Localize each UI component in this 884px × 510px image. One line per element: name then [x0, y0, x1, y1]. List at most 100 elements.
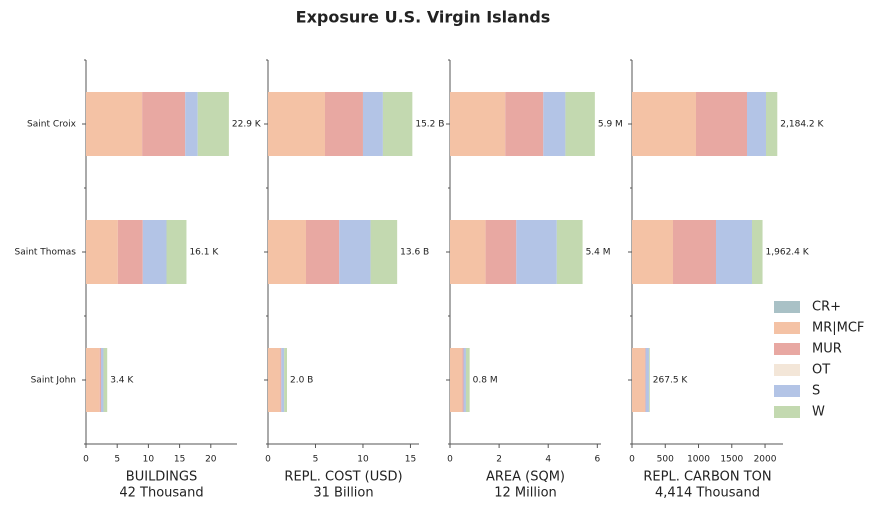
- bar-segment: [166, 220, 187, 284]
- value-label: 0.8 M: [473, 376, 498, 386]
- x-axis-total: 12 Million: [494, 486, 557, 501]
- bar-segment: [462, 348, 464, 412]
- bar-segment: [752, 220, 763, 284]
- x-tick-label: 20: [205, 455, 217, 465]
- x-tick-label: 10: [143, 455, 155, 465]
- bar-segment: [716, 220, 753, 284]
- value-label: 2.0 B: [290, 376, 313, 386]
- bar-segment: [485, 220, 517, 284]
- x-tick-label: 4: [545, 455, 551, 465]
- legend-swatch: [774, 406, 800, 418]
- x-tick-label: 2: [496, 455, 502, 465]
- bar-segment: [645, 348, 649, 412]
- bar-segment: [100, 348, 104, 412]
- bar-segment: [672, 220, 717, 284]
- bar-segment: [450, 92, 506, 156]
- bar-segment: [268, 92, 325, 156]
- bar-segment: [632, 92, 696, 156]
- bar-segment: [142, 220, 167, 284]
- bar-segment: [463, 348, 466, 412]
- bar-segment: [117, 220, 143, 284]
- x-tick-label: 0: [629, 455, 635, 465]
- bar-segment: [648, 348, 650, 412]
- x-tick-label: 0: [83, 455, 89, 465]
- bar-segment: [765, 92, 778, 156]
- value-label: 5.9 M: [598, 120, 623, 130]
- bar-segment: [86, 92, 143, 156]
- legend-label: CR+: [812, 300, 841, 315]
- x-axis-total: 42 Thousand: [119, 486, 203, 501]
- bar-segment: [324, 92, 363, 156]
- x-tick-label: 10: [357, 455, 369, 465]
- x-tick-label: 15: [174, 455, 185, 465]
- legend-label: MR|MCF: [812, 321, 864, 336]
- value-label: 2,184.2 K: [780, 120, 824, 130]
- x-axis-label: AREA (SQM): [486, 470, 565, 485]
- bar-segment: [280, 348, 282, 412]
- bar-segment: [632, 348, 645, 412]
- bar-segment: [197, 92, 229, 156]
- legend-swatch: [774, 343, 800, 355]
- bar-segment: [86, 348, 100, 412]
- bar-segment: [86, 220, 118, 284]
- x-axis-total: 4,414 Thousand: [655, 486, 760, 501]
- bar-segment: [268, 220, 306, 284]
- legend-swatch: [774, 385, 800, 397]
- chart-title: Exposure U.S. Virgin Islands: [296, 8, 551, 27]
- y-tick-label: Saint Croix: [27, 120, 77, 130]
- bar-segment: [362, 92, 383, 156]
- y-tick-label: Saint John: [31, 376, 76, 386]
- x-axis-label: REPL. COST (USD): [284, 470, 402, 485]
- bar-segment: [543, 92, 566, 156]
- bar-segment: [565, 92, 595, 156]
- bar-segment: [450, 220, 486, 284]
- bar-segment: [99, 348, 101, 412]
- x-tick-label: 5: [114, 455, 120, 465]
- x-axis-label: REPL. CARBON TON: [643, 470, 771, 485]
- value-label: 3.4 K: [110, 376, 134, 386]
- bar-segment: [268, 348, 281, 412]
- value-label: 15.2 B: [415, 120, 444, 130]
- bar-segment: [516, 220, 557, 284]
- bar-segment: [339, 220, 371, 284]
- x-axis-total: 31 Billion: [313, 486, 373, 501]
- bar-segment: [747, 92, 766, 156]
- x-tick-label: 0: [447, 455, 453, 465]
- value-label: 1,962.4 K: [766, 248, 810, 258]
- y-tick-label: Saint Thomas: [14, 248, 76, 258]
- x-axis-label: BUILDINGS: [126, 470, 197, 485]
- bar-segment: [556, 220, 583, 284]
- value-label: 267.5 K: [653, 376, 689, 386]
- bar-segment: [281, 348, 285, 412]
- bar-segment: [695, 92, 748, 156]
- bar-segment: [284, 348, 287, 412]
- bar-segment: [632, 220, 673, 284]
- bar-segment: [370, 220, 398, 284]
- bar-segment: [305, 220, 340, 284]
- x-tick-label: 5: [313, 455, 319, 465]
- legend-swatch: [774, 301, 800, 313]
- value-label: 5.4 M: [586, 248, 611, 258]
- x-tick-label: 1500: [720, 455, 743, 465]
- legend-label: MUR: [812, 342, 842, 357]
- bar-segment: [450, 348, 463, 412]
- x-tick-label: 15: [405, 455, 416, 465]
- legend-label: S: [812, 384, 820, 399]
- value-label: 13.6 B: [400, 248, 429, 258]
- x-tick-label: 0: [265, 455, 271, 465]
- bar-segment: [185, 92, 198, 156]
- bar-segment: [505, 92, 544, 156]
- legend-label: OT: [812, 363, 830, 378]
- bar-segment: [103, 348, 108, 412]
- bar-segment: [465, 348, 470, 412]
- bar-segment: [644, 348, 646, 412]
- x-tick-label: 2000: [754, 455, 777, 465]
- value-label: 16.1 K: [189, 248, 219, 258]
- x-tick-label: 1000: [687, 455, 710, 465]
- legend-swatch: [774, 322, 800, 334]
- value-label: 22.9 K: [232, 120, 262, 130]
- bar-segment: [382, 92, 413, 156]
- x-tick-label: 6: [594, 455, 600, 465]
- legend-swatch: [774, 364, 800, 376]
